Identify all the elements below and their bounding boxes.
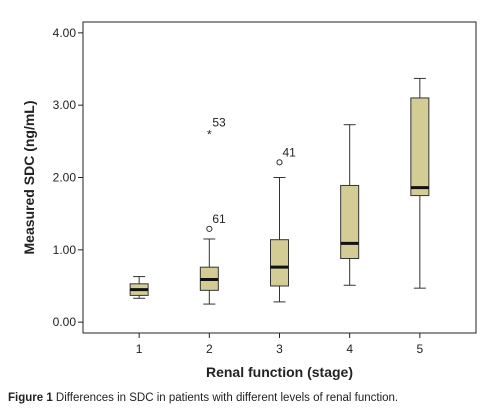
y-tick-label: 4.00 bbox=[53, 26, 77, 40]
y-axis-title: Measured SDC (ng/mL) bbox=[21, 100, 37, 254]
figure-caption: Figure 1 Differences in SDC in patients … bbox=[8, 392, 478, 412]
outlier-circle bbox=[206, 225, 213, 232]
caption-prefix: Figure 1 bbox=[8, 392, 53, 404]
box-iqr bbox=[340, 184, 360, 260]
y-tick-label: 0.00 bbox=[53, 315, 77, 329]
x-tick-label: 3 bbox=[276, 342, 283, 356]
outlier-star: * bbox=[207, 128, 212, 142]
outlier-label: 53 bbox=[212, 116, 226, 130]
outlier-circle bbox=[276, 159, 283, 166]
y-tick-label: 3.00 bbox=[53, 98, 77, 112]
outlier-label: 41 bbox=[283, 145, 297, 159]
box-plot-chart: 0.00 1.00 2.00 3.00 4.00 1 2 3 4 5 Renal function … bbox=[21, 21, 477, 380]
y-tick-label: 1.00 bbox=[53, 243, 77, 257]
x-tick-label: 4 bbox=[346, 342, 353, 356]
outlier-label: 61 bbox=[212, 212, 226, 226]
y-tick-label: 2.00 bbox=[53, 171, 77, 185]
box-iqr bbox=[270, 239, 289, 287]
x-tick-label: 5 bbox=[417, 342, 424, 356]
chart-svg: 0.00 1.00 2.00 3.00 4.00 1 2 3 4 5 Renal function … bbox=[21, 21, 477, 380]
x-tick-label: 2 bbox=[206, 342, 213, 356]
caption-text: Differences in SDC in patients with diff… bbox=[52, 392, 399, 404]
x-axis-title: Renal function (stage) bbox=[206, 364, 353, 380]
box-iqr bbox=[410, 97, 430, 197]
x-tick-label: 1 bbox=[136, 342, 143, 356]
